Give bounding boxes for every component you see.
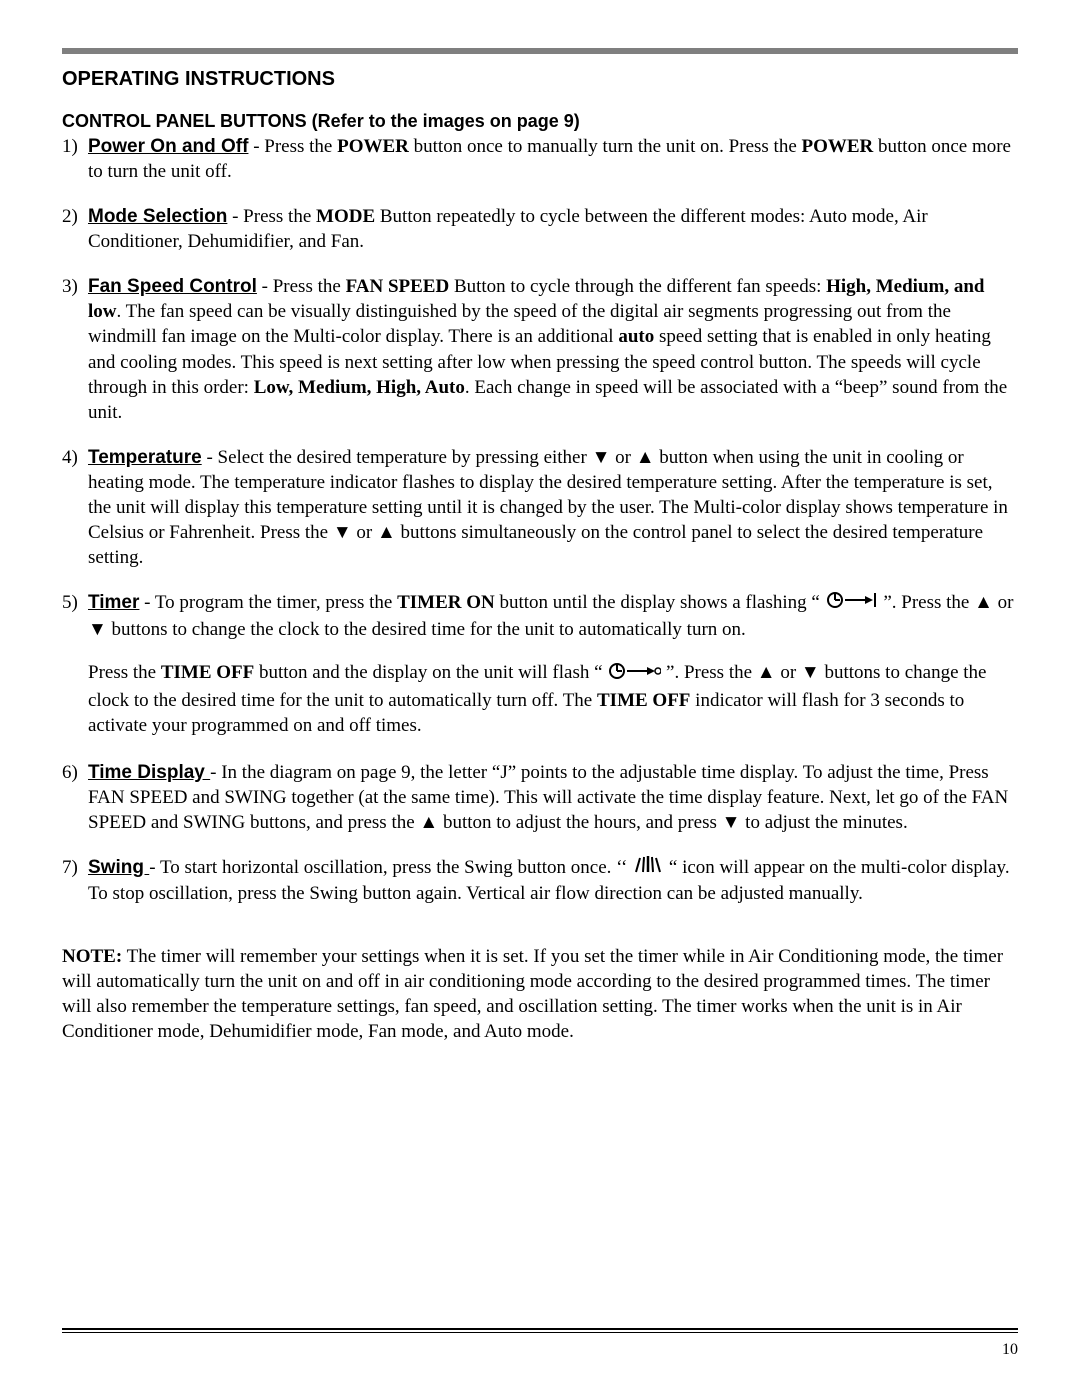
item-term: Power On and Off <box>88 136 248 157</box>
instruction-item: Time Display - In the diagram on page 9,… <box>62 760 1018 835</box>
item-text-bold: Low, Medium, High, Auto <box>254 377 465 398</box>
bottom-rule <box>62 1328 1018 1333</box>
instruction-item: Fan Speed Control - Press the FAN SPEED … <box>62 274 1018 424</box>
item-text-bold: TIME OFF <box>161 662 254 683</box>
item-text: button once to manually turn the unit on… <box>409 136 802 157</box>
instruction-item: Swing - To start horizontal oscillation,… <box>62 855 1018 906</box>
section-subheading: CONTROL PANEL BUTTONS (Refer to the imag… <box>62 111 1018 132</box>
item-text: - To program the timer, press the <box>139 592 397 613</box>
item-text-bold: auto <box>618 326 654 347</box>
item-term: Time Display <box>88 762 210 783</box>
item-text: - Select the desired temperature by pres… <box>88 447 1008 568</box>
item-text: - In the diagram on page 9, the letter “… <box>88 762 1008 833</box>
item-text: - Press the <box>248 136 337 157</box>
note-paragraph: NOTE: The timer will remember your setti… <box>62 944 1018 1044</box>
timer-on-icon <box>825 590 879 617</box>
instruction-item: Power On and Off - Press the POWER butto… <box>62 134 1018 184</box>
timer-off-icon <box>607 661 661 688</box>
item-text-bold: MODE <box>316 206 375 227</box>
note-label: NOTE: <box>62 946 122 967</box>
item-text: button and the display on the unit will … <box>254 662 607 683</box>
section-heading: OPERATING INSTRUCTIONS <box>62 68 1018 91</box>
item-term: Fan Speed Control <box>88 276 257 297</box>
swing-icon <box>632 856 664 881</box>
item-text: button until the display shows a flashin… <box>495 592 825 613</box>
top-rule <box>62 48 1018 54</box>
item-text-bold: FAN SPEED <box>346 276 450 297</box>
item-text: - Press the <box>257 276 346 297</box>
item-text-bold: POWER <box>337 136 409 157</box>
bottom-rule-inner <box>62 1332 1018 1333</box>
item-text-bold: TIMER ON <box>397 592 495 613</box>
instruction-item: Mode Selection - Press the MODE Button r… <box>62 204 1018 254</box>
item-text-bold: TIME OFF <box>597 690 690 711</box>
instruction-item: Temperature - Select the desired tempera… <box>62 445 1018 570</box>
item-text: Button to cycle through the different fa… <box>449 276 826 297</box>
item-text: - Press the <box>227 206 316 227</box>
item-text-bold: POWER <box>802 136 874 157</box>
item-term: Mode Selection <box>88 206 227 227</box>
instruction-list: Power On and Off - Press the POWER butto… <box>62 134 1018 906</box>
item-text: - To start horizontal oscillation, press… <box>149 857 632 878</box>
page-number: 10 <box>1002 1341 1018 1359</box>
document-page: OPERATING INSTRUCTIONS CONTROL PANEL BUT… <box>0 0 1080 1397</box>
item-paragraph: Press the TIME OFF button and the displa… <box>88 660 1018 737</box>
note-text: The timer will remember your settings wh… <box>62 946 1003 1042</box>
item-term: Temperature <box>88 447 202 468</box>
item-term: Timer <box>88 592 139 613</box>
item-term: Swing <box>88 857 149 878</box>
instruction-item: Timer - To program the timer, press the … <box>62 590 1018 738</box>
item-text: Press the <box>88 662 161 683</box>
